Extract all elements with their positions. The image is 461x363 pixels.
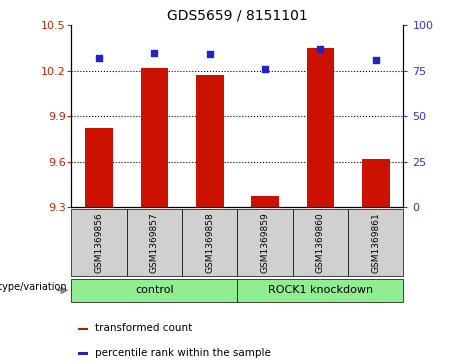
- Bar: [237, 209, 293, 276]
- Bar: [85, 128, 113, 207]
- Bar: [71, 279, 237, 302]
- Text: percentile rank within the sample: percentile rank within the sample: [95, 348, 271, 358]
- Point: [95, 55, 103, 61]
- Bar: [141, 68, 168, 207]
- Text: GSM1369856: GSM1369856: [95, 212, 104, 273]
- Bar: [348, 209, 403, 276]
- Bar: [237, 279, 403, 302]
- Bar: [71, 209, 127, 276]
- Bar: [251, 196, 279, 207]
- Text: ROCK1 knockdown: ROCK1 knockdown: [268, 285, 373, 295]
- Bar: [182, 209, 237, 276]
- Bar: [293, 209, 348, 276]
- Point: [317, 46, 324, 52]
- Text: GSM1369858: GSM1369858: [205, 212, 214, 273]
- Bar: [78, 327, 88, 330]
- Title: GDS5659 / 8151101: GDS5659 / 8151101: [167, 9, 308, 23]
- Text: GSM1369861: GSM1369861: [371, 212, 380, 273]
- Text: GSM1369857: GSM1369857: [150, 212, 159, 273]
- Text: GSM1369860: GSM1369860: [316, 212, 325, 273]
- Point: [151, 50, 158, 56]
- Text: transformed count: transformed count: [95, 323, 192, 333]
- Bar: [127, 209, 182, 276]
- Bar: [196, 75, 224, 207]
- Bar: [78, 352, 88, 355]
- Point: [206, 52, 213, 57]
- Text: genotype/variation: genotype/variation: [0, 282, 67, 292]
- Bar: [307, 48, 334, 207]
- Bar: [362, 159, 390, 207]
- Text: control: control: [135, 285, 174, 295]
- Text: GSM1369859: GSM1369859: [260, 212, 270, 273]
- Point: [261, 66, 269, 72]
- Point: [372, 57, 379, 63]
